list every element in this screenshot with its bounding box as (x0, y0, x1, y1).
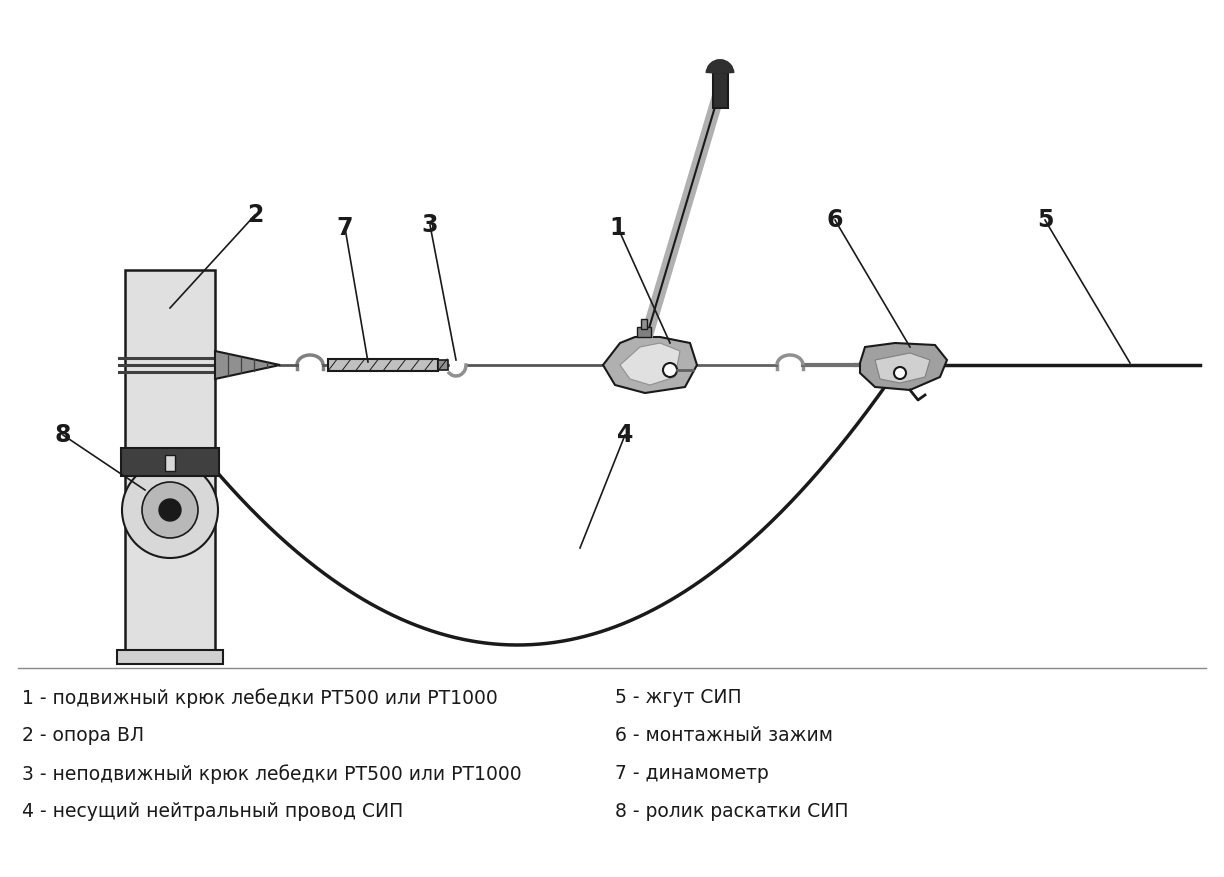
Polygon shape (621, 343, 681, 385)
Bar (118, 650, 223, 664)
Circle shape (122, 462, 218, 558)
Polygon shape (603, 337, 696, 393)
Circle shape (894, 367, 906, 379)
Text: 3 - неподвижный крюк лебедки РТ500 или РТ1000: 3 - неподвижный крюк лебедки РТ500 или Р… (22, 764, 521, 784)
Text: 3: 3 (422, 213, 438, 237)
Text: 2 - опора ВЛ: 2 - опора ВЛ (22, 726, 144, 745)
Bar (328, 359, 438, 371)
Bar (121, 448, 219, 476)
Bar (438, 360, 448, 370)
Text: 1 - подвижный крюк лебедки РТ500 или РТ1000: 1 - подвижный крюк лебедки РТ500 или РТ1… (22, 688, 498, 708)
Bar (641, 319, 647, 329)
Text: 4: 4 (617, 423, 633, 447)
Circle shape (159, 499, 181, 521)
Text: 7: 7 (337, 216, 354, 240)
Text: 5: 5 (1037, 208, 1053, 232)
Text: 5 - жгут СИП: 5 - жгут СИП (614, 688, 742, 707)
Bar (165, 455, 175, 471)
Text: 8: 8 (55, 423, 71, 447)
Bar (712, 73, 727, 108)
Text: 4 - несущий нейтральный провод СИП: 4 - несущий нейтральный провод СИП (22, 802, 403, 821)
Circle shape (663, 363, 677, 377)
Polygon shape (215, 351, 280, 379)
Bar (636, 327, 651, 337)
Text: 6 - монтажный зажим: 6 - монтажный зажим (614, 726, 834, 745)
Polygon shape (875, 353, 930, 383)
Text: 7 - динамометр: 7 - динамометр (614, 764, 769, 783)
Polygon shape (860, 343, 947, 390)
Text: 2: 2 (247, 203, 263, 227)
Circle shape (142, 482, 198, 538)
Text: 8 - ролик раскатки СИП: 8 - ролик раскатки СИП (614, 802, 848, 821)
Text: 6: 6 (826, 208, 843, 232)
Bar (125, 270, 215, 650)
Text: 1: 1 (610, 216, 627, 240)
